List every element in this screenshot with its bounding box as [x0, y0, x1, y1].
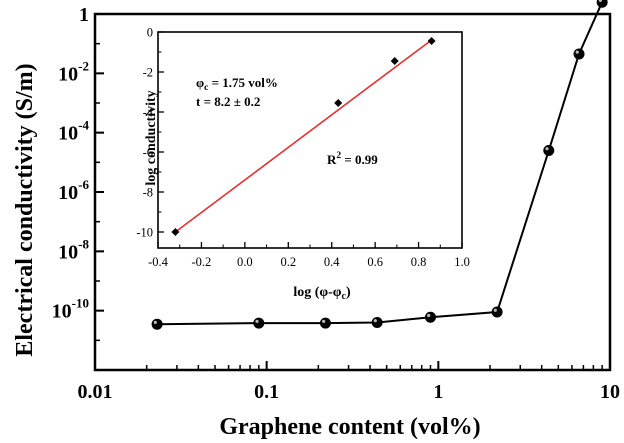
main-data-point: [543, 145, 555, 157]
phi-c-symbol: φ: [196, 75, 204, 90]
inset-y-tick-label: -4: [143, 106, 154, 120]
main-y-tick-label-exponent: -6: [78, 177, 89, 192]
inset-x-tick-label: 1.0: [454, 255, 470, 269]
inset-data-point: [171, 228, 180, 236]
inset-y-tick-label: 0: [147, 26, 153, 40]
r2-annotation: R2 = 0.99: [327, 151, 378, 167]
main-data-point-highlight: [255, 319, 259, 323]
main-data-point: [596, 0, 608, 8]
main-y-tick-label: 10-4: [58, 118, 89, 145]
main-y-tick-label: 1: [79, 4, 89, 26]
main-series: [151, 0, 608, 330]
inset-data-point: [427, 37, 436, 45]
main-data-point-highlight: [427, 313, 431, 318]
main-y-tick-label: 10-2: [58, 58, 89, 85]
main-data-point: [253, 317, 265, 329]
main-data-point: [371, 316, 383, 328]
main-data-point-highlight: [373, 319, 377, 323]
phi-c-subscript: c: [204, 83, 208, 93]
main-y-tick-label: 10-6: [58, 177, 89, 204]
inset-y-tick-label: -6: [143, 146, 153, 160]
inset-y-axis-title: log conductivity: [144, 90, 159, 185]
inset-x-axis-title: log (φ-φc): [293, 285, 351, 302]
main-data-point: [573, 48, 585, 60]
inset-x-tick-label: 0.6: [367, 255, 383, 269]
main-y-axis-title: Electrical conductivity (S/m): [12, 63, 38, 356]
main-y-tick-label-exponent: -10: [72, 296, 89, 311]
main-data-point: [319, 317, 331, 329]
inset-background-panel: [112, 18, 474, 302]
inset-series: [171, 37, 436, 236]
inset-data-point: [334, 99, 343, 107]
inset-x-tick-label: 0.4: [324, 255, 340, 269]
inset-axes: -0.4 -0.2 0.0 0.2 0.4 0.6 0.8 1.0 0 -2 -4 -6 -8 -10: [136, 26, 469, 270]
inset-x-tick-label: 0.8: [411, 255, 427, 269]
r2-value: = 0.99: [341, 152, 378, 167]
main-y-tick-label-base: 10: [52, 301, 72, 323]
main-data-point: [491, 306, 503, 318]
main-y-tick-label-base: 10: [58, 241, 78, 263]
r2-symbol: R: [327, 152, 337, 167]
main-y-tick-label-exponent: -4: [78, 118, 89, 133]
main-y-tick-label-exponent: -2: [78, 58, 89, 73]
main-y-tick-label-base: 10: [58, 123, 78, 145]
phi-c-annotation: φc = 1.75 vol%: [196, 75, 278, 93]
inset-x-tick-label: 0.0: [237, 255, 253, 269]
inset-fit-line: [174, 39, 433, 233]
main-x-tick-label: 0.1: [254, 381, 279, 403]
main-x-tick-label: 1: [433, 381, 443, 403]
main-data-point: [424, 311, 436, 323]
main-y-tick-label: 10-8: [58, 236, 89, 263]
main-y-tick-label-base: 10: [58, 182, 78, 204]
main-y-tick-label-base: 10: [58, 63, 78, 85]
phi-c-value: = 1.75 vol%: [208, 75, 278, 90]
main-data-point-highlight: [493, 308, 497, 312]
main-y-tick-label-base: 1: [79, 4, 89, 26]
inset-y-tick-label: -8: [143, 186, 153, 200]
main-data-point-highlight: [545, 147, 549, 151]
inset-background: [112, 18, 474, 302]
main-data-point-highlight: [153, 320, 157, 324]
inset-x-axis-title-tail: ): [346, 285, 351, 300]
main-data-point-highlight: [322, 319, 326, 323]
r2-superscript: 2: [336, 151, 341, 161]
main-x-axis-title: Graphene content (vol%): [219, 414, 480, 440]
main-x-tick-label: 0.01: [78, 381, 113, 403]
inset-x-axis-title-sub: c: [342, 291, 347, 302]
main-data-point-highlight: [598, 0, 602, 2]
inset-y-tick-label: -2: [143, 66, 153, 80]
inset-y-tick-label: -10: [136, 226, 153, 240]
inset-x-tick-label: 0.2: [280, 255, 296, 269]
inset-x-axis-title-main: log (φ-φ: [293, 285, 341, 300]
inset-data-point: [390, 57, 399, 65]
main-data-point: [151, 318, 163, 330]
main-x-tick-label: 10: [600, 381, 620, 403]
t-annotation: t = 8.2 ± 0.2: [196, 94, 260, 109]
main-y-tick-label-exponent: -8: [78, 236, 89, 251]
main-data-point-highlight: [575, 50, 579, 54]
inset-x-tick-label: -0.4: [148, 255, 169, 269]
main-y-tick-label: 10-10: [52, 296, 89, 323]
inset-x-tick-label: -0.2: [192, 255, 212, 269]
